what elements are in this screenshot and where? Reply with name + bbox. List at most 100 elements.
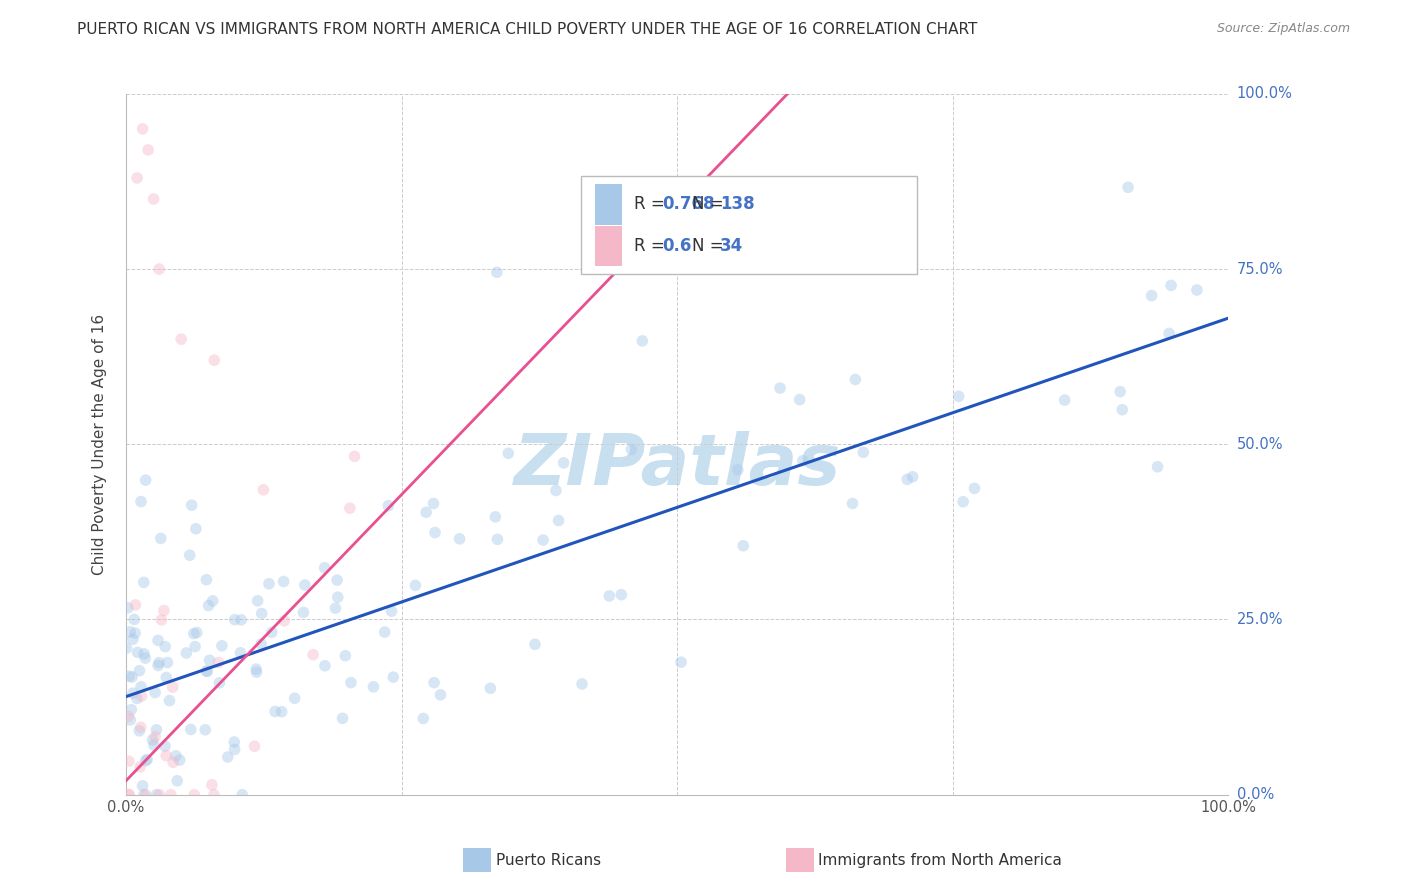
Point	[115, 641, 138, 656]
Point	[162, 680, 184, 694]
Point	[547, 514, 569, 528]
Point	[128, 723, 150, 738]
Point	[194, 723, 217, 737]
Point	[245, 665, 267, 680]
Point	[131, 690, 153, 704]
Point	[1140, 288, 1163, 302]
Point	[211, 639, 233, 653]
Text: Source: ZipAtlas.com: Source: ZipAtlas.com	[1216, 22, 1350, 36]
Point	[121, 632, 143, 647]
Point	[127, 645, 149, 659]
Point	[1159, 326, 1181, 341]
Text: R =: R =	[634, 195, 671, 213]
Point	[159, 788, 181, 802]
Point	[131, 779, 153, 793]
Point	[449, 532, 471, 546]
Point	[423, 525, 446, 540]
Point	[948, 389, 970, 403]
Point	[197, 599, 219, 613]
Point	[148, 788, 170, 802]
Point	[727, 463, 749, 477]
Point	[117, 600, 139, 615]
Point	[124, 626, 146, 640]
Point	[125, 691, 148, 706]
Point	[631, 334, 654, 348]
Point	[273, 574, 295, 589]
Point	[118, 669, 141, 683]
Point	[250, 637, 273, 651]
Point	[136, 143, 159, 157]
Point	[155, 671, 177, 685]
Point	[1160, 278, 1182, 293]
Point	[246, 594, 269, 608]
Point	[273, 614, 295, 628]
Point	[122, 686, 145, 700]
Point	[143, 685, 166, 699]
Point	[429, 688, 451, 702]
Point	[127, 171, 149, 186]
Point	[1116, 180, 1139, 194]
Point	[257, 576, 280, 591]
Point	[284, 691, 307, 706]
Point	[1109, 384, 1132, 399]
Point	[339, 501, 361, 516]
Point	[176, 646, 198, 660]
Point	[598, 589, 620, 603]
Point	[156, 656, 179, 670]
Point	[208, 675, 231, 690]
Point	[332, 711, 354, 725]
Point	[363, 680, 385, 694]
Y-axis label: Child Poverty Under the Age of 16: Child Poverty Under the Age of 16	[93, 314, 107, 574]
Point	[901, 469, 924, 483]
Point	[1185, 283, 1208, 297]
Point	[120, 624, 142, 639]
Point	[195, 665, 218, 679]
Point	[142, 192, 165, 206]
Point	[498, 446, 520, 460]
Point	[544, 483, 567, 498]
Point	[183, 788, 205, 802]
Point	[769, 381, 792, 395]
Point	[184, 522, 207, 536]
Point	[896, 472, 918, 486]
Text: 0.6: 0.6	[662, 237, 692, 255]
Point	[117, 788, 139, 802]
Point	[201, 778, 224, 792]
Point	[150, 613, 173, 627]
Point	[314, 658, 336, 673]
Point	[224, 742, 246, 756]
Point	[252, 483, 274, 497]
Point	[143, 738, 166, 752]
Point	[155, 640, 177, 654]
Point	[485, 265, 508, 279]
Point	[118, 788, 141, 802]
Point	[231, 613, 253, 627]
Point	[669, 655, 692, 669]
Point	[1146, 459, 1168, 474]
Point	[423, 675, 446, 690]
Text: 34: 34	[720, 237, 744, 255]
Point	[733, 539, 755, 553]
Point	[122, 613, 145, 627]
Point	[302, 648, 325, 662]
Point	[159, 693, 181, 707]
Point	[135, 473, 157, 487]
Point	[134, 651, 156, 665]
Point	[852, 445, 875, 459]
Point	[486, 533, 509, 547]
Text: 100.0%: 100.0%	[1237, 87, 1292, 102]
Point	[132, 647, 155, 661]
Point	[148, 262, 170, 277]
Point	[135, 788, 157, 802]
Point	[610, 588, 633, 602]
Point	[129, 680, 152, 694]
Point	[325, 601, 347, 615]
Point	[229, 646, 252, 660]
Point	[155, 748, 177, 763]
Point	[141, 733, 163, 747]
Point	[217, 750, 239, 764]
Point	[162, 756, 184, 770]
Point	[243, 739, 266, 754]
Point	[340, 675, 363, 690]
Text: 138: 138	[720, 195, 755, 213]
